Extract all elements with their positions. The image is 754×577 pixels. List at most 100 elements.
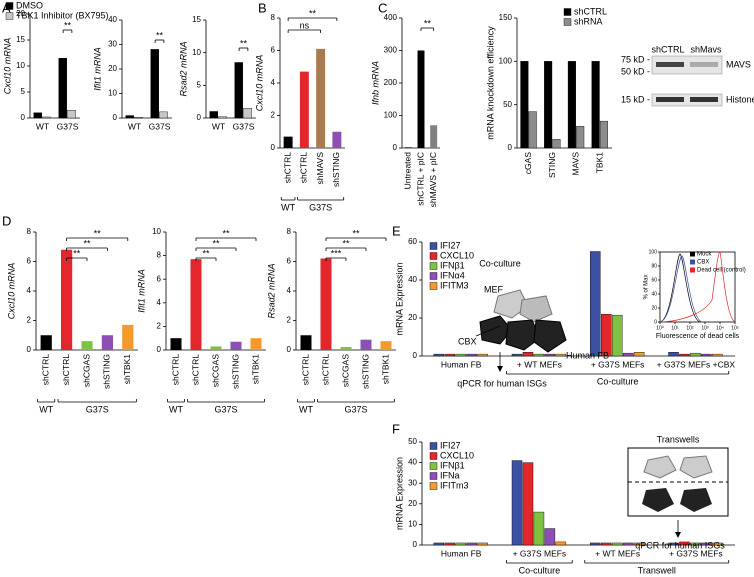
y-tick-label: 50 <box>408 437 417 446</box>
x-tick-label: shSTING <box>230 354 240 389</box>
legend-label: CXCL10 <box>440 250 474 260</box>
y-tick-label: 50 <box>503 100 512 109</box>
y-tick-label: 2 <box>27 316 32 325</box>
bar <box>576 126 585 149</box>
marker-label: 75 kD - <box>621 54 650 64</box>
bar <box>218 116 227 119</box>
bar <box>466 542 477 546</box>
inset-y-label: % of Max <box>644 274 650 299</box>
inset-y-tick-label: 80 <box>651 263 657 269</box>
bar <box>332 131 342 148</box>
inset-legend-swatch <box>690 267 695 273</box>
y-tick-label: 8 <box>287 227 292 236</box>
y-axis-label: mRNA Expression <box>394 262 404 335</box>
legend-swatch <box>5 12 14 20</box>
y-tick-label: 2 <box>157 322 162 331</box>
bar <box>466 353 477 357</box>
y-tick-label: 15 <box>192 15 201 24</box>
legend-label: IFITM3 <box>440 280 469 290</box>
significance-label: ** <box>222 228 230 238</box>
x-tick-label: + WT MEFs <box>595 548 640 558</box>
significance-label: ** <box>424 18 432 28</box>
bar <box>209 111 219 119</box>
y-tick-label: 8 <box>27 227 32 236</box>
bar <box>712 542 723 546</box>
x-tick-label: + G37S MEFs <box>513 548 567 558</box>
bar <box>444 542 455 546</box>
y-tick-label: 20 <box>108 64 117 73</box>
y-tick-label: 0 <box>393 143 398 152</box>
x-tick-label: shSTING <box>331 152 341 187</box>
bar <box>599 120 608 149</box>
y-tick-label: 4 <box>271 78 276 87</box>
x-tick-label: shCTRL <box>40 354 50 385</box>
bar <box>544 61 553 149</box>
significance-label: ** <box>83 238 91 248</box>
significance-label: ** <box>352 228 360 238</box>
significance-label: ** <box>342 238 350 248</box>
y-tick-label: 40 <box>408 458 417 467</box>
bar <box>234 62 244 119</box>
y-tick-label: 30 <box>108 40 117 49</box>
bar <box>567 61 576 149</box>
lane-label: shMavs <box>690 44 722 54</box>
y-tick-label: 2 <box>271 111 276 120</box>
legend-swatch <box>429 242 438 250</box>
diagram-title: Transwells <box>657 434 700 444</box>
x-tick-label: + G37S MEFs +CBX <box>657 359 736 369</box>
y-tick-label: 60 <box>408 237 417 246</box>
y-tick-label: 400 <box>384 13 398 22</box>
inset-y-tick-label: 60 <box>651 277 657 283</box>
bar <box>600 314 612 357</box>
band-label: Histone H3 <box>726 94 754 104</box>
inset-x-tick-label: 10¹ <box>671 325 679 331</box>
bar <box>150 49 160 119</box>
bar <box>360 339 372 350</box>
y-axis-label: Cxcl10 mRNA <box>6 263 16 320</box>
inset-curve <box>659 253 701 323</box>
y-tick-label: 150 <box>499 13 513 22</box>
y-tick-label: 0 <box>271 143 276 152</box>
bar <box>555 353 567 357</box>
significance-label: ** <box>94 228 102 238</box>
x-tick-label: shCTRL <box>320 354 330 385</box>
bar <box>300 335 312 350</box>
inset-curve <box>661 251 736 323</box>
significance-label: ** <box>64 20 72 30</box>
y-tick-label: 40 <box>408 275 417 284</box>
readout-label: qPCR for human ISGs <box>635 540 725 550</box>
bar <box>81 341 93 350</box>
lane-label: shCTRL <box>651 44 684 54</box>
bar <box>701 353 712 357</box>
legend-swatch <box>429 472 438 480</box>
inset-legend-swatch <box>690 259 695 265</box>
x-tick-label: shCTRL <box>282 152 292 183</box>
panel-label: D <box>2 213 11 228</box>
x-tick-label: G37S <box>233 121 255 131</box>
x-tick-label: shCTRL <box>190 354 200 385</box>
significance-label: ** <box>73 248 81 258</box>
bar <box>190 259 202 350</box>
x-tick-label: shCTRL <box>299 152 309 183</box>
legend-swatch <box>429 452 438 460</box>
bar <box>58 58 68 119</box>
bar <box>340 347 352 350</box>
y-tick-label: 10 <box>152 227 161 236</box>
y-tick-label: 10 <box>192 48 201 57</box>
y-axis-label: Cxcl10 mRNA <box>2 38 12 95</box>
group-label: Transwell <box>638 565 676 575</box>
bar <box>417 50 425 148</box>
x-tick-label: shCTRL <box>170 354 180 385</box>
group-label: G37S <box>214 404 237 414</box>
legend-label: shCTRL <box>574 6 607 16</box>
significance-label: ** <box>240 38 248 48</box>
bar <box>533 511 545 546</box>
legend-label: shRNA <box>574 16 603 26</box>
y-tick-label: 10 <box>408 520 417 529</box>
y-tick-label: 6 <box>271 46 276 55</box>
x-tick-label: G37S <box>149 121 171 131</box>
coculture-diagram <box>475 289 567 372</box>
x-tick-label: + WT MEFs <box>517 359 562 369</box>
inset-legend-label: Mock <box>697 252 712 258</box>
legend-label: CXCL10 <box>440 450 474 460</box>
